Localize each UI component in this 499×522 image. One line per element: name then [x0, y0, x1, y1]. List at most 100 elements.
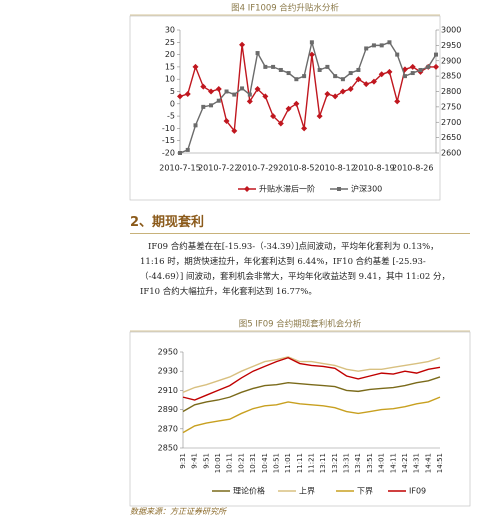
- x-tick-label: 14:11: [389, 453, 397, 473]
- point-marker: [364, 46, 369, 51]
- x-tick-label: 14:31: [413, 453, 421, 473]
- point-marker: [193, 123, 198, 128]
- y-tick-label: 0: [170, 99, 175, 108]
- x-tick-label: 14:21: [401, 453, 409, 473]
- y-tick-label: 2850: [158, 444, 178, 453]
- y-tick-label: 30: [165, 26, 175, 35]
- x-tick-label: 10:01: [214, 453, 222, 473]
- x-tick-label: 11:21: [308, 453, 316, 473]
- y-tick-label: 20: [165, 50, 175, 59]
- section-heading: 2、期现套利: [130, 211, 470, 234]
- y-tick-label: 15: [165, 62, 175, 71]
- x-tick-label: 10:51: [272, 453, 280, 473]
- x-tick-label: 2010-8-19: [353, 164, 394, 173]
- x-tick-label: 2010-7-22: [198, 164, 239, 173]
- chart-frame: [129, 331, 471, 507]
- y-tick-label: 2870: [158, 424, 178, 433]
- point-marker: [223, 118, 230, 125]
- point-marker: [232, 92, 237, 97]
- point-marker: [286, 71, 291, 76]
- chart-title: 图5 IF09 合约期现套利机会分析: [239, 319, 362, 330]
- source-note: 数据来源：方正证券研究所: [130, 507, 226, 516]
- point-marker: [209, 103, 214, 108]
- point-marker: [239, 41, 246, 48]
- point-marker: [325, 64, 330, 69]
- point-marker: [254, 86, 261, 93]
- legend-label: 升贴水滞后一阶: [259, 184, 315, 194]
- point-marker: [185, 147, 190, 152]
- point-marker: [378, 71, 385, 78]
- point-marker: [255, 51, 260, 56]
- point-marker: [302, 74, 307, 79]
- x-tick-label: 13:11: [319, 453, 327, 473]
- point-marker: [339, 88, 346, 95]
- y2-tick-label: 2700: [441, 118, 461, 127]
- point-marker: [301, 125, 308, 132]
- point-marker: [387, 40, 392, 45]
- point-marker: [386, 68, 393, 75]
- point-marker: [409, 63, 416, 70]
- y2-tick-label: 2850: [441, 72, 461, 81]
- point-marker: [270, 113, 277, 120]
- series-line: [182, 356, 441, 393]
- x-tick-label: 13:31: [343, 453, 351, 473]
- chart-title: 图4 IF1009 合约升贴水分析: [231, 3, 339, 14]
- x-tick-label: 14:51: [436, 453, 444, 473]
- point-marker: [355, 76, 362, 83]
- y2-tick-label: 2800: [441, 87, 461, 96]
- y-tick-label: 25: [165, 38, 175, 47]
- point-marker: [426, 64, 431, 69]
- point-marker: [192, 63, 199, 70]
- y-tick-label: -5: [167, 112, 175, 121]
- point-marker: [231, 127, 238, 134]
- point-marker: [240, 86, 245, 91]
- x-tick-label: 2010-8-26: [392, 164, 433, 173]
- y-tick-label: -10: [162, 124, 175, 133]
- x-tick-label: 11:01: [284, 453, 292, 473]
- y-tick-label: 10: [165, 75, 175, 84]
- point-marker: [278, 67, 283, 72]
- point-marker: [293, 100, 300, 107]
- point-marker: [285, 105, 292, 112]
- y-tick-label: -20: [162, 149, 175, 158]
- legend-label: 沪深300: [351, 184, 382, 194]
- point-marker: [371, 43, 376, 48]
- y-tick-label: 2910: [158, 386, 178, 395]
- y-tick-label: -15: [162, 136, 175, 145]
- chart-frame: [129, 15, 441, 201]
- point-marker: [271, 64, 276, 69]
- point-marker: [402, 74, 407, 79]
- point-marker: [433, 63, 439, 70]
- point-marker: [294, 77, 299, 82]
- point-marker: [201, 104, 206, 109]
- point-marker: [395, 52, 400, 57]
- series-line: [179, 44, 436, 133]
- point-marker: [262, 93, 269, 100]
- y2-tick-label: 2750: [441, 102, 461, 111]
- point-marker: [246, 98, 253, 105]
- legend-label: IF09: [409, 487, 426, 496]
- series-line: [179, 41, 437, 154]
- point-marker: [215, 86, 222, 93]
- point-marker: [309, 40, 314, 45]
- x-tick-label: 14:41: [424, 453, 432, 473]
- point-marker: [340, 77, 345, 82]
- point-marker: [363, 81, 370, 88]
- point-marker: [247, 92, 252, 97]
- y2-tick-label: 3000: [441, 26, 461, 35]
- point-marker: [410, 71, 415, 76]
- point-marker: [200, 83, 207, 90]
- y-tick-label: 2930: [158, 367, 178, 376]
- y2-tick-label: 2900: [441, 56, 461, 65]
- point-marker: [418, 67, 423, 72]
- x-tick-label: 10:11: [226, 453, 234, 473]
- point-marker: [348, 71, 353, 76]
- y2-tick-label: 2650: [441, 133, 461, 142]
- x-tick-label: 2010-8-12: [314, 164, 355, 173]
- series-line: [182, 396, 441, 434]
- point-marker: [177, 93, 183, 100]
- y-tick-label: 5: [170, 87, 175, 96]
- legend-label: 下界: [357, 487, 373, 496]
- section-paragraph: IF09 合约基差在在[-15.93-（-34.39）]点间波动，平均年化套利为…: [140, 242, 451, 297]
- legend-label: 理论价格: [233, 486, 265, 496]
